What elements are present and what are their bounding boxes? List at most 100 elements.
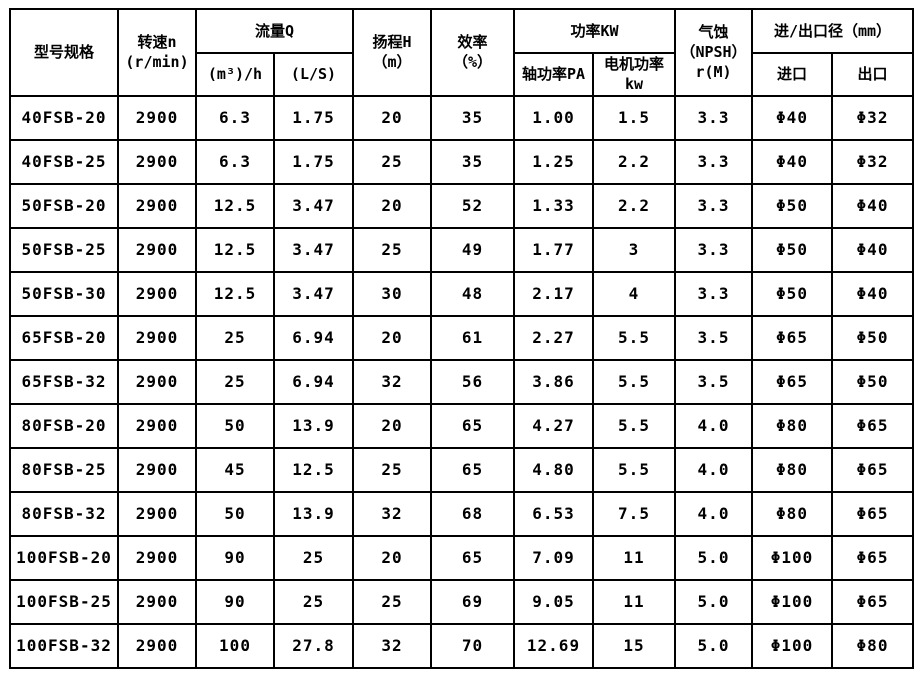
model-cell: 65FSB-20: [9, 314, 119, 361]
value-cell: 45: [195, 446, 275, 493]
model-cell: 40FSB-20: [9, 94, 119, 141]
value-cell: Φ40: [831, 270, 914, 317]
model-cell: 40FSB-25: [9, 138, 119, 185]
pump-spec-table: 型号规格 转速n (r/min) 流量Q 扬程H （m） 效率 （%） 功率KW…: [9, 8, 914, 669]
table-row: 40FSB-25 2900 6.3 1.75 25 35 1.25 2.2 3.3 Φ40 Φ32: [9, 138, 914, 185]
value-cell: 3.86: [513, 358, 594, 405]
value-cell: 32: [352, 358, 432, 405]
value-cell: Φ80: [751, 490, 833, 537]
model-cell: 100FSB-25: [9, 578, 119, 625]
value-cell: Φ65: [751, 314, 833, 361]
value-cell: 48: [430, 270, 515, 317]
value-cell: 2900: [117, 270, 197, 317]
value-cell: 1.5: [592, 94, 676, 141]
value-cell: 2.2: [592, 138, 676, 185]
value-cell: 3.47: [273, 226, 354, 273]
table-row: 100FSB-20 2900 90 25 20 65 7.09 11 5.0 Φ100 Φ65: [9, 534, 914, 581]
value-cell: 7.5: [592, 490, 676, 537]
value-cell: 2900: [117, 402, 197, 449]
value-cell: 3.47: [273, 182, 354, 229]
value-cell: 4.80: [513, 446, 594, 493]
value-cell: Φ65: [831, 578, 914, 625]
model-cell: 65FSB-32: [9, 358, 119, 405]
value-cell: 5.5: [592, 314, 676, 361]
value-cell: Φ32: [831, 94, 914, 141]
value-cell: 2.17: [513, 270, 594, 317]
value-cell: 15: [592, 622, 676, 669]
value-cell: Φ40: [831, 182, 914, 229]
value-cell: 50: [195, 490, 275, 537]
value-cell: 61: [430, 314, 515, 361]
value-cell: 12.5: [195, 270, 275, 317]
value-cell: Φ65: [831, 446, 914, 493]
value-cell: 68: [430, 490, 515, 537]
col-header-efficiency: 效率 （%）: [430, 8, 515, 97]
value-cell: 70: [430, 622, 515, 669]
value-cell: 50: [195, 402, 275, 449]
value-cell: Φ80: [751, 446, 833, 493]
value-cell: 90: [195, 534, 275, 581]
value-cell: 3.5: [674, 358, 753, 405]
col-header-shaft-power: 轴功率PA: [513, 52, 594, 97]
value-cell: 32: [352, 622, 432, 669]
value-cell: 100: [195, 622, 275, 669]
value-cell: 5.0: [674, 534, 753, 581]
table-row: 40FSB-20 2900 6.3 1.75 20 35 1.00 1.5 3.3 Φ40 Φ32: [9, 94, 914, 141]
value-cell: Φ100: [751, 578, 833, 625]
col-header-flow-ls: (L/S): [273, 52, 354, 97]
col-header-inlet: 进口: [751, 52, 833, 97]
value-cell: 4.0: [674, 446, 753, 493]
value-cell: Φ100: [751, 622, 833, 669]
value-cell: 9.05: [513, 578, 594, 625]
value-cell: 7.09: [513, 534, 594, 581]
value-cell: 13.9: [273, 402, 354, 449]
table-row: 80FSB-25 2900 45 12.5 25 65 4.80 5.5 4.0 Φ80 Φ65: [9, 446, 914, 493]
value-cell: Φ50: [831, 314, 914, 361]
value-cell: 20: [352, 94, 432, 141]
col-header-speed: 转速n (r/min): [117, 8, 197, 97]
value-cell: 4.0: [674, 490, 753, 537]
col-header-npsh: 气蚀 （NPSH） r(M): [674, 8, 753, 97]
table-header: 型号规格 转速n (r/min) 流量Q 扬程H （m） 效率 （%） 功率KW…: [9, 8, 914, 97]
value-cell: 32: [352, 490, 432, 537]
value-cell: Φ80: [831, 622, 914, 669]
value-cell: 25: [352, 138, 432, 185]
value-cell: 1.00: [513, 94, 594, 141]
value-cell: 6.53: [513, 490, 594, 537]
model-cell: 80FSB-25: [9, 446, 119, 493]
value-cell: 13.9: [273, 490, 354, 537]
value-cell: 5.5: [592, 402, 676, 449]
value-cell: 6.3: [195, 94, 275, 141]
value-cell: Φ40: [751, 138, 833, 185]
value-cell: 25: [352, 446, 432, 493]
value-cell: 25: [195, 358, 275, 405]
value-cell: 2900: [117, 226, 197, 273]
value-cell: 90: [195, 578, 275, 625]
table-row: 50FSB-20 2900 12.5 3.47 20 52 1.33 2.2 3.3 Φ50 Φ40: [9, 182, 914, 229]
value-cell: 69: [430, 578, 515, 625]
value-cell: 35: [430, 138, 515, 185]
value-cell: 12.5: [273, 446, 354, 493]
model-cell: 50FSB-30: [9, 270, 119, 317]
value-cell: 65: [430, 446, 515, 493]
value-cell: Φ50: [751, 226, 833, 273]
table-row: 80FSB-20 2900 50 13.9 20 65 4.27 5.5 4.0 Φ80 Φ65: [9, 402, 914, 449]
value-cell: 20: [352, 534, 432, 581]
model-cell: 50FSB-25: [9, 226, 119, 273]
value-cell: 65: [430, 402, 515, 449]
col-header-outlet: 出口: [831, 52, 914, 97]
value-cell: 25: [352, 578, 432, 625]
value-cell: 25: [195, 314, 275, 361]
value-cell: 4.0: [674, 402, 753, 449]
value-cell: 65: [430, 534, 515, 581]
table-row: 50FSB-30 2900 12.5 3.47 30 48 2.17 4 3.3 Φ50 Φ40: [9, 270, 914, 317]
table-body: 40FSB-20 2900 6.3 1.75 20 35 1.00 1.5 3.3 Φ40 Φ32 4…: [9, 94, 914, 669]
value-cell: Φ65: [831, 534, 914, 581]
col-header-motor-power: 电机功率 kw: [592, 52, 676, 97]
value-cell: 2900: [117, 490, 197, 537]
value-cell: Φ100: [751, 534, 833, 581]
value-cell: Φ65: [831, 402, 914, 449]
value-cell: 1.75: [273, 94, 354, 141]
value-cell: 27.8: [273, 622, 354, 669]
